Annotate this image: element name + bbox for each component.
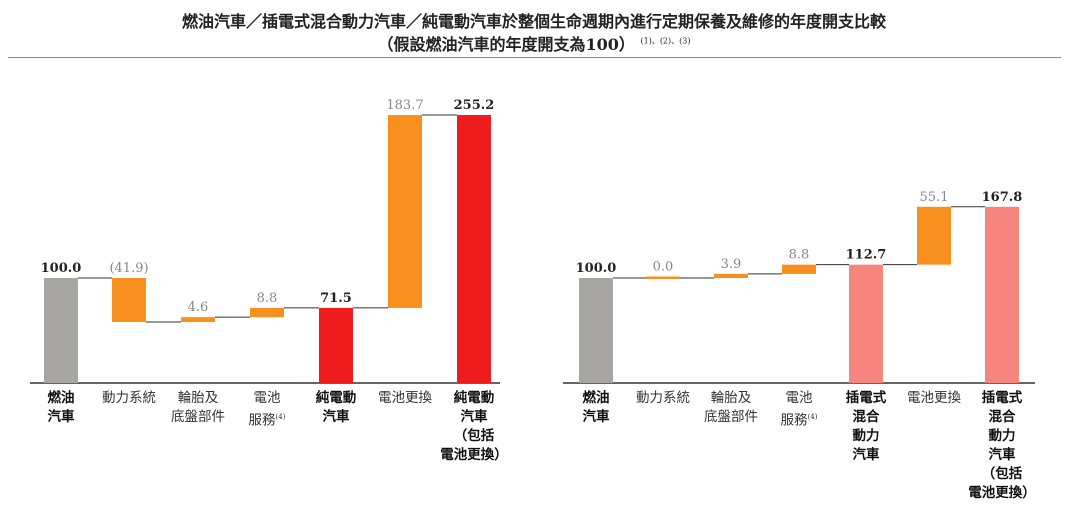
delta-bar [917,206,951,265]
category-label: 動力系統 [623,389,703,408]
data-label: 100.0 [41,261,82,276]
category-text: 動力系統 [636,390,690,406]
delta-bar [250,307,284,318]
category-label: 輪胎及 底盤部件 [158,389,238,427]
subtitle-text: （假設燃油汽車的年度開支為100） [377,35,635,54]
category-label: 電池 服務(4) [759,389,839,431]
category-label: 純電動 汽車 （包括 電池更換） [434,389,514,465]
category-text: 電池更換 [907,390,961,406]
data-label: (41.9) [109,261,148,276]
title-divider [8,57,1061,58]
delta-bar [646,276,680,279]
footnote-marker: (4) [807,413,818,421]
data-label: 100.0 [576,261,617,276]
total-bar [319,307,353,383]
category-label: 動力系統 [89,389,169,408]
total-bar [457,115,491,383]
delta-bar [181,317,215,322]
data-label: 255.2 [454,98,495,113]
data-label: 167.8 [982,190,1023,205]
total-bar [849,264,883,383]
data-label: 55.1 [920,190,949,205]
total-bar [579,278,613,383]
data-label: 8.8 [789,248,810,263]
delta-bar [112,278,146,322]
chart-subtitle: （假設燃油汽車的年度開支為100） (1)、(2)、(3) [0,31,1068,55]
category-label: 純電動 汽車 [296,389,376,427]
category-label: 輪胎及 底盤部件 [691,389,771,427]
category-text: 插電式 混合 動力 汽車 [845,390,887,463]
category-text: 動力系統 [102,390,156,406]
category-label: 電池 服務(4) [227,389,307,431]
footnote-marker: (4) [275,413,286,421]
category-text: 輪胎及 底盤部件 [704,390,758,425]
data-label: 3.9 [721,257,742,272]
data-label: 0.0 [653,260,674,275]
data-label: 112.7 [846,248,887,263]
subtitle-notes: (1)、(2)、(3) [640,36,691,46]
category-text: 純電動 汽車 （包括 電池更換） [440,390,508,463]
category-text: 電池更換 [378,390,432,406]
category-label: 燃油 汽車 [556,389,636,427]
category-text: 電池 服務 [780,390,813,429]
category-label: 電池更換 [894,389,974,408]
delta-bar [714,273,748,278]
category-text: 電池 服務 [248,390,281,429]
category-text: 輪胎及 底盤部件 [171,390,225,425]
delta-bar [782,264,816,274]
data-label: 183.7 [386,98,423,113]
total-bar [44,278,78,383]
category-label: 插電式 混合 動力 汽車 [826,389,906,465]
category-text: 純電動 汽車 [315,390,357,425]
data-label: 4.6 [188,300,209,315]
chart-title: 燃油汽車／插電式混合動力汽車／純電動汽車於整個生命週期內進行定期保養及維修的年度… [181,12,886,31]
category-label: 插電式 混合 動力 汽車 （包括 電池更換） [962,389,1042,503]
data-label: 71.5 [320,291,352,306]
data-label: 8.8 [257,291,278,306]
category-label: 燃油 汽車 [21,389,101,427]
category-text: 燃油 汽車 [582,390,610,425]
category-text: 插電式 混合 動力 汽車 （包括 電池更換） [968,390,1036,501]
category-text: 燃油 汽車 [47,390,75,425]
total-bar [985,206,1019,383]
category-label: 電池更換 [365,389,445,408]
delta-bar [388,115,422,308]
